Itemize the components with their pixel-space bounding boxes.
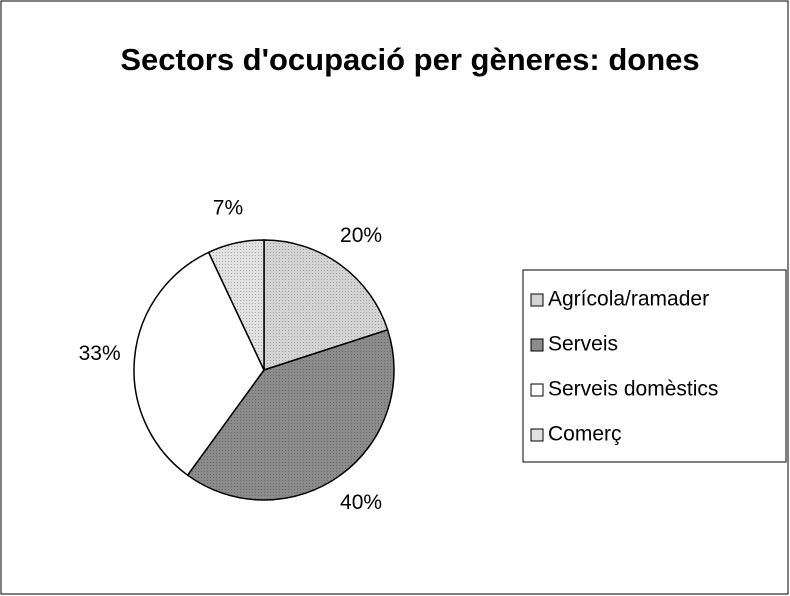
data-label: 20% [340, 224, 382, 247]
slice-texture [264, 240, 388, 370]
slice-texture [187, 329, 395, 500]
data-label: 33% [79, 342, 121, 365]
legend-label: Comerç [548, 423, 622, 446]
legend-swatch [530, 338, 544, 352]
legend-label: Serveis domèstics [548, 378, 718, 401]
legend-label: Agrícola/ramader [548, 288, 709, 311]
legend-swatch [530, 428, 544, 442]
data-label: 40% [340, 491, 382, 514]
legend-label: Serveis [548, 333, 618, 356]
data-label: 7% [213, 196, 243, 219]
pie-slice [133, 251, 265, 477]
legend-swatch [530, 383, 544, 397]
chart-title: Sectors d'ocupació per gèneres: dones [120, 42, 700, 77]
legend-box [522, 269, 787, 463]
legend-swatch [530, 293, 544, 307]
slice-texture [208, 240, 264, 370]
